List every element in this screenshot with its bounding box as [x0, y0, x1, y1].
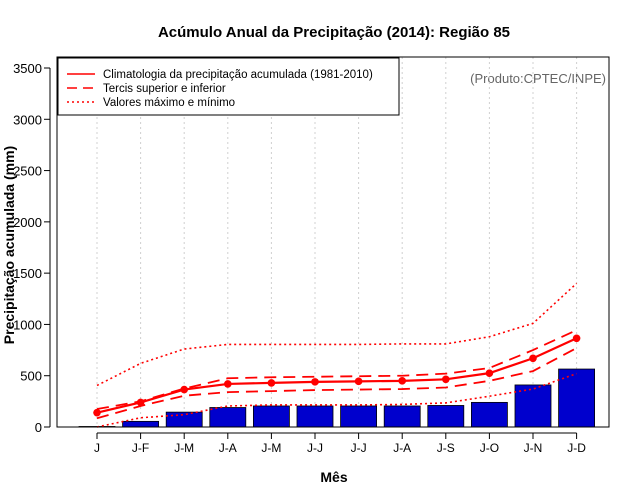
y-tick-label: 500 [20, 369, 42, 384]
legend-box [57, 57, 400, 116]
x-tick-label: J-A [219, 441, 237, 455]
x-tick-label: J-N [524, 441, 543, 455]
bar [252, 405, 290, 428]
plot-frame [56, 56, 610, 428]
bar [470, 401, 508, 428]
x-tick-label: J-A [393, 441, 411, 455]
climatology-point [354, 377, 363, 386]
bar [209, 407, 247, 428]
legend: Climatologia da precipitação acumulada (… [57, 57, 400, 116]
climatology-point [572, 334, 581, 343]
x-tick-label: J-O [480, 441, 499, 455]
y-axis: 0 500 1000 1500 2000 2500 3000 3500 [13, 61, 51, 435]
x-tick-label: J-S [437, 441, 455, 455]
tercil-line [96, 329, 577, 410]
extreme-line [96, 282, 578, 387]
legend-label-extremes: Valores máximo e mínimo [103, 97, 235, 109]
extreme-line [96, 372, 577, 428]
climatology-point [529, 354, 537, 363]
x-tick-label: J-M [261, 441, 281, 455]
climatology-point [93, 408, 101, 417]
y-tick-label: 2000 [13, 215, 42, 230]
bar [165, 411, 203, 428]
climatology-point [485, 369, 494, 377]
chart-title: Acúmulo Anual da Precipitação (2014): Re… [158, 24, 510, 41]
legend-label-climatology: Climatologia da precipitação acumulada (… [103, 69, 373, 81]
y-tick-label: 0 [35, 420, 42, 435]
grid [96, 57, 578, 427]
credit-text: (Produto:CPTEC/INPE) [470, 71, 606, 86]
bar [296, 405, 334, 428]
y-tick-label: 1000 [13, 317, 42, 332]
legend-label-tercis: Tercis superior e inferior [103, 83, 226, 95]
x-tick-label: J-F [132, 441, 149, 455]
bar [122, 420, 159, 428]
climatology-point [180, 385, 188, 394]
climatology-point [442, 375, 450, 384]
bar [427, 405, 465, 428]
y-axis-label: Precipitação acumulada (mm) [1, 146, 17, 344]
x-tick-label: J-J [351, 441, 367, 455]
x-tick-label: J-J [307, 441, 323, 455]
x-tick-label: J-D [567, 441, 586, 455]
bar [340, 405, 378, 428]
y-tick-label: 3500 [13, 61, 42, 76]
x-tick-label: J [94, 441, 100, 455]
climatology-line [96, 337, 578, 414]
y-tick-label: 1500 [13, 266, 42, 281]
x-axis-label: Mês [320, 469, 347, 485]
x-tick-label: J-M [174, 441, 194, 455]
bar [514, 384, 552, 428]
bar [383, 405, 421, 428]
series-lines [93, 282, 581, 428]
y-tick-label: 2500 [13, 164, 42, 179]
bars [78, 368, 595, 428]
climatology-point [224, 380, 232, 388]
climatology-point [267, 379, 276, 387]
bar [558, 368, 595, 428]
climatology-point [311, 378, 319, 386]
x-axis: J J-F J-M J-A J-M J-J J-J J-A J-S J-O J-N J-D [94, 432, 586, 455]
y-tick-label: 3000 [13, 112, 42, 127]
climatology-point [398, 377, 407, 385]
tercil-line [96, 347, 578, 420]
